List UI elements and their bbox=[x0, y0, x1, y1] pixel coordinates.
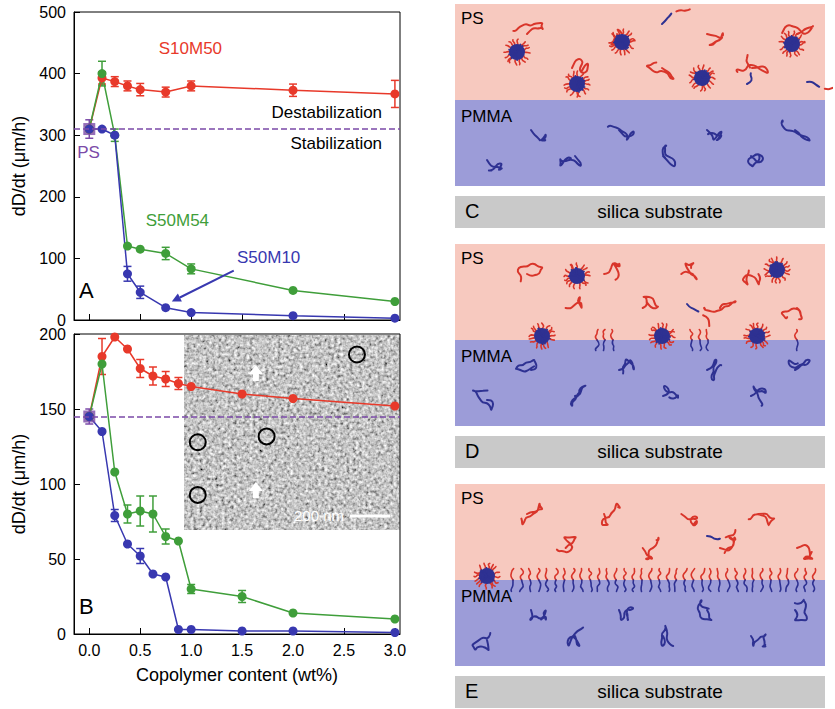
svg-text:1.0: 1.0 bbox=[180, 642, 202, 659]
svg-text:B: B bbox=[79, 594, 94, 619]
svg-text:100: 100 bbox=[39, 250, 66, 267]
svg-text:100: 100 bbox=[39, 476, 66, 493]
svg-text:A: A bbox=[79, 278, 94, 303]
svg-text:Stabilization: Stabilization bbox=[290, 134, 382, 153]
svg-text:PMMA: PMMA bbox=[461, 587, 513, 606]
svg-text:PS: PS bbox=[77, 143, 100, 162]
svg-text:3.0: 3.0 bbox=[384, 642, 406, 659]
svg-text:500: 500 bbox=[39, 4, 66, 21]
svg-text:200 nm: 200 nm bbox=[294, 507, 344, 524]
svg-text:S50M10: S50M10 bbox=[237, 248, 300, 267]
svg-text:Copolymer content (wt%): Copolymer content (wt%) bbox=[136, 665, 338, 685]
svg-text:dD/dt (μm/h): dD/dt (μm/h) bbox=[9, 116, 29, 216]
svg-text:2.5: 2.5 bbox=[333, 642, 355, 659]
svg-text:Destabilization: Destabilization bbox=[272, 103, 383, 122]
svg-text:silica substrate: silica substrate bbox=[597, 681, 723, 702]
svg-text:0: 0 bbox=[57, 311, 66, 329]
svg-text:200: 200 bbox=[39, 188, 66, 205]
svg-text:silica substrate: silica substrate bbox=[597, 201, 723, 222]
svg-text:PS: PS bbox=[461, 9, 484, 28]
svg-text:0.0: 0.0 bbox=[78, 642, 100, 659]
svg-text:2.0: 2.0 bbox=[282, 642, 304, 659]
svg-text:200: 200 bbox=[39, 326, 66, 343]
svg-text:0.5: 0.5 bbox=[129, 642, 151, 659]
svg-text:D: D bbox=[465, 440, 479, 462]
svg-text:PS: PS bbox=[461, 249, 484, 268]
svg-text:E: E bbox=[465, 680, 478, 702]
svg-text:C: C bbox=[465, 200, 479, 222]
svg-text:50: 50 bbox=[48, 551, 66, 568]
svg-text:PMMA: PMMA bbox=[461, 107, 513, 126]
svg-text:300: 300 bbox=[39, 127, 66, 144]
svg-text:1.5: 1.5 bbox=[231, 642, 253, 659]
svg-text:silica substrate: silica substrate bbox=[597, 441, 723, 462]
svg-text:150: 150 bbox=[39, 401, 66, 418]
svg-text:PMMA: PMMA bbox=[461, 347, 513, 366]
svg-text:0: 0 bbox=[57, 626, 66, 643]
svg-text:S50M54: S50M54 bbox=[146, 211, 209, 230]
svg-text:S10M50: S10M50 bbox=[159, 39, 222, 58]
svg-text:dD/dt (μm/h): dD/dt (μm/h) bbox=[9, 434, 29, 534]
svg-text:PS: PS bbox=[461, 489, 484, 508]
svg-text:400: 400 bbox=[39, 65, 66, 82]
